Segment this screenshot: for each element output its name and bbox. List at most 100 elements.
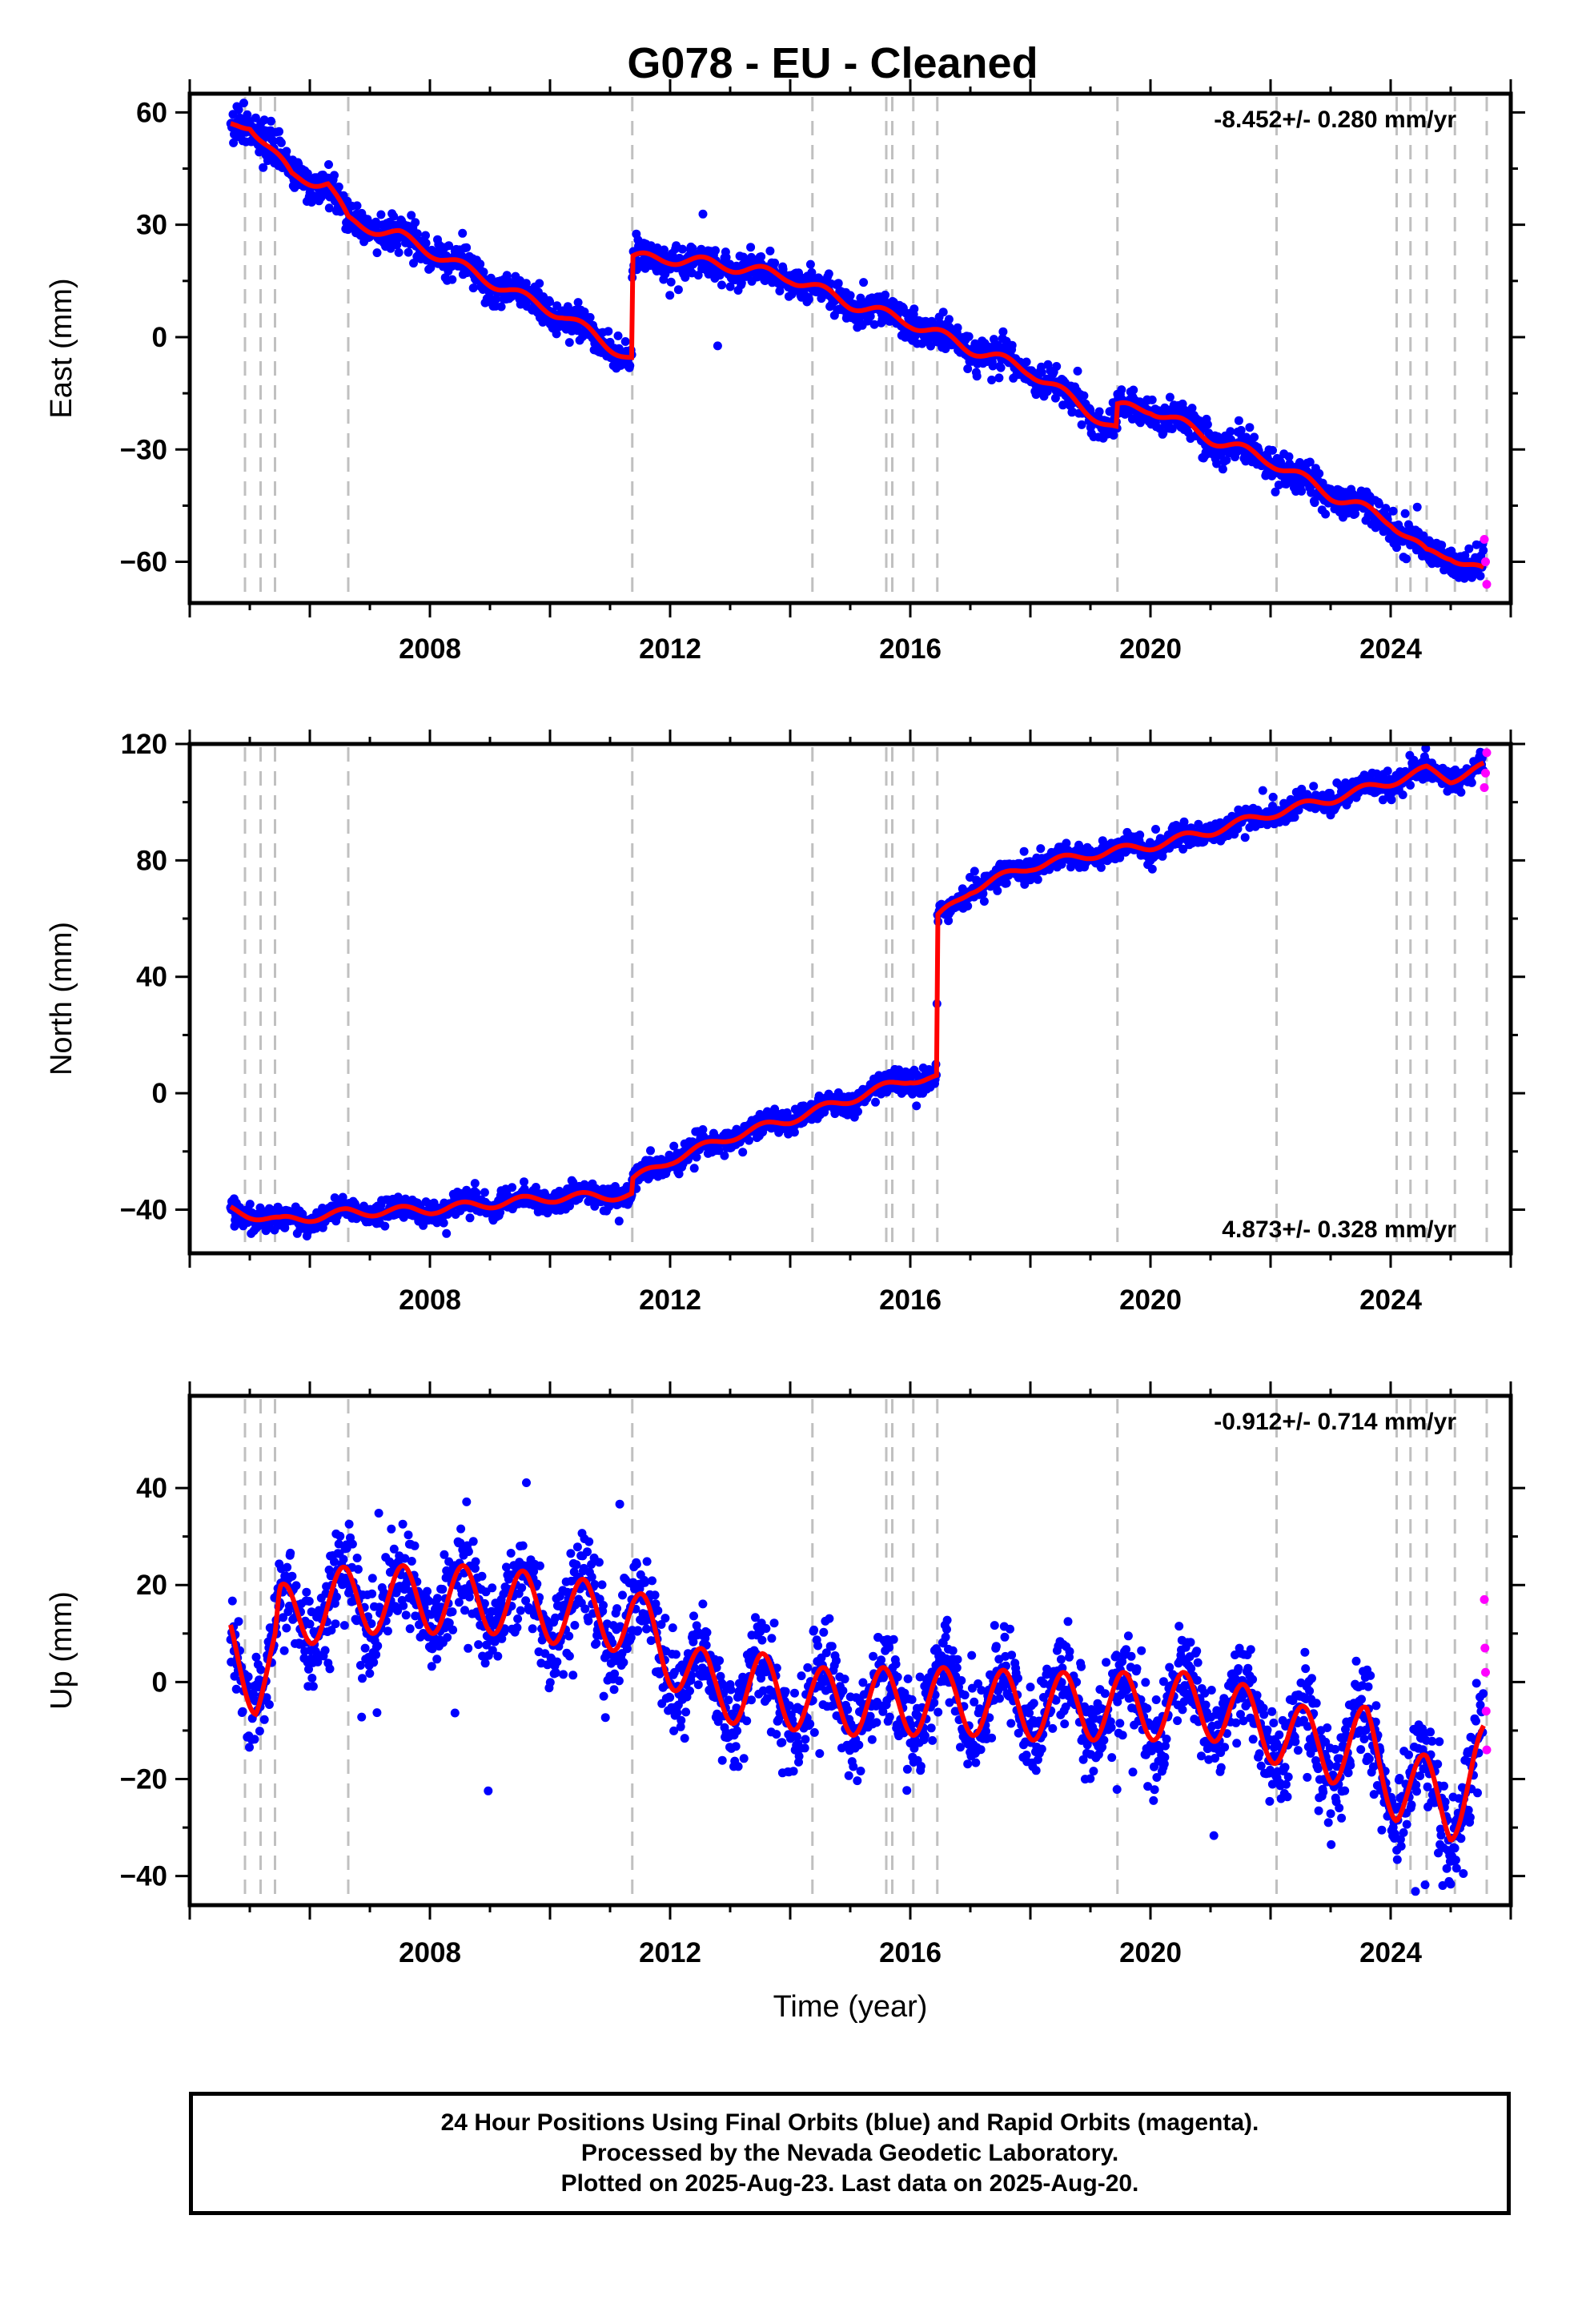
final-orbit-point bbox=[358, 1674, 367, 1683]
final-orbit-point bbox=[1079, 391, 1089, 400]
final-orbit-point bbox=[681, 272, 690, 282]
final-orbit-point bbox=[374, 1509, 383, 1518]
final-orbit-point bbox=[283, 1562, 292, 1572]
model-curve bbox=[230, 121, 1485, 570]
final-orbit-point bbox=[371, 217, 380, 227]
final-orbit-point bbox=[287, 1571, 297, 1581]
final-orbit-point bbox=[267, 116, 275, 126]
final-orbit-point bbox=[996, 363, 1006, 372]
final-orbit-point bbox=[1129, 385, 1138, 395]
final-orbit-point bbox=[963, 364, 973, 373]
final-orbit-point bbox=[859, 278, 869, 287]
final-orbit-point bbox=[1147, 395, 1157, 404]
final-orbit-point bbox=[234, 105, 243, 115]
final-orbit-point bbox=[399, 1601, 408, 1610]
x-tick-label: 2016 bbox=[879, 1285, 942, 1316]
final-orbit-point bbox=[552, 329, 561, 339]
final-orbit-point bbox=[442, 1228, 452, 1238]
final-orbit-point bbox=[1402, 554, 1411, 564]
final-orbit-point bbox=[427, 1662, 436, 1671]
final-orbit-point bbox=[429, 1198, 439, 1208]
final-orbit-point bbox=[282, 1623, 291, 1633]
final-orbit-point bbox=[938, 308, 948, 317]
final-orbit-point bbox=[372, 248, 382, 258]
y-tick-label: −30 bbox=[120, 434, 167, 465]
final-orbit-point bbox=[1094, 407, 1104, 416]
final-orbit-point bbox=[1290, 813, 1299, 822]
final-orbit-point bbox=[805, 259, 815, 269]
x-tick-label: 2024 bbox=[1359, 633, 1422, 665]
final-orbit-point bbox=[324, 203, 334, 213]
final-orbit-point bbox=[1464, 544, 1474, 553]
final-orbit-point bbox=[964, 332, 974, 341]
y-tick-label: 60 bbox=[136, 97, 167, 128]
final-orbit-point bbox=[894, 1065, 904, 1075]
y-tick-label: 120 bbox=[121, 729, 167, 760]
final-orbit-point bbox=[367, 1589, 377, 1598]
final-orbit-point bbox=[737, 278, 746, 287]
final-orbit-point bbox=[789, 1128, 799, 1137]
final-orbit-point bbox=[1096, 862, 1106, 872]
final-orbit-point bbox=[1476, 571, 1485, 581]
final-orbit-point bbox=[448, 275, 457, 284]
final-orbit-point bbox=[1421, 744, 1431, 753]
final-orbit-point bbox=[1117, 385, 1126, 395]
final-orbit-point bbox=[250, 1735, 259, 1744]
final-orbit-point bbox=[357, 1712, 367, 1722]
final-orbit-point bbox=[308, 1682, 318, 1691]
final-orbit-point bbox=[508, 1183, 517, 1192]
final-orbit-point bbox=[845, 291, 855, 300]
final-orbit-point bbox=[545, 297, 555, 307]
final-orbit-point bbox=[389, 211, 399, 221]
final-orbit-point bbox=[1321, 509, 1331, 519]
y-tick-label: 0 bbox=[152, 1078, 167, 1109]
final-orbit-point bbox=[656, 1155, 666, 1164]
final-orbit-point bbox=[963, 901, 973, 911]
final-orbit-point bbox=[853, 1107, 862, 1116]
final-orbit-point bbox=[765, 246, 775, 255]
final-orbit-point bbox=[259, 163, 268, 172]
final-orbit-point bbox=[1297, 486, 1307, 496]
final-orbit-point bbox=[1258, 786, 1267, 795]
y-tick-label: 0 bbox=[152, 322, 167, 353]
final-orbit-point bbox=[347, 1539, 357, 1549]
final-orbit-point bbox=[243, 1672, 253, 1682]
final-orbit-point bbox=[465, 1213, 475, 1223]
final-orbit-point bbox=[369, 1658, 379, 1667]
final-orbit-point bbox=[1115, 853, 1125, 862]
final-orbit-point bbox=[1437, 541, 1447, 550]
final-orbit-point bbox=[833, 279, 843, 288]
final-orbit-point bbox=[1398, 790, 1407, 799]
final-orbit-point bbox=[439, 1218, 448, 1228]
final-orbit-point bbox=[698, 1125, 708, 1134]
final-orbit-point bbox=[926, 341, 935, 351]
final-orbit-point bbox=[249, 1689, 259, 1699]
final-orbit-point bbox=[326, 1571, 335, 1581]
final-orbit-point bbox=[1268, 445, 1277, 455]
x-tick-label: 2016 bbox=[879, 633, 942, 665]
final-orbit-point bbox=[339, 1554, 348, 1564]
final-orbit-point bbox=[1151, 825, 1160, 834]
final-orbit-point bbox=[1002, 879, 1011, 888]
final-orbit-point bbox=[409, 259, 418, 268]
final-orbit-point bbox=[458, 228, 468, 238]
final-orbit-point bbox=[373, 1641, 383, 1651]
final-orbit-point bbox=[677, 244, 687, 254]
final-orbit-point bbox=[229, 138, 239, 147]
rapid-orbit-point bbox=[1482, 748, 1492, 758]
final-orbit-point bbox=[1147, 864, 1157, 874]
final-orbit-point bbox=[998, 327, 1008, 336]
final-orbit-point bbox=[782, 1108, 792, 1117]
final-orbit-point bbox=[1077, 420, 1086, 429]
final-orbit-point bbox=[1284, 452, 1294, 461]
final-orbit-point bbox=[614, 1216, 624, 1226]
final-orbit-point bbox=[1479, 545, 1488, 555]
final-orbit-point bbox=[372, 1708, 382, 1718]
final-orbit-point bbox=[669, 1141, 679, 1151]
final-orbit-point bbox=[1375, 499, 1383, 509]
final-orbit-point bbox=[239, 99, 248, 108]
final-orbit-point bbox=[1383, 766, 1392, 776]
final-orbit-point bbox=[912, 1101, 921, 1111]
rapid-orbit-point bbox=[1480, 535, 1489, 544]
